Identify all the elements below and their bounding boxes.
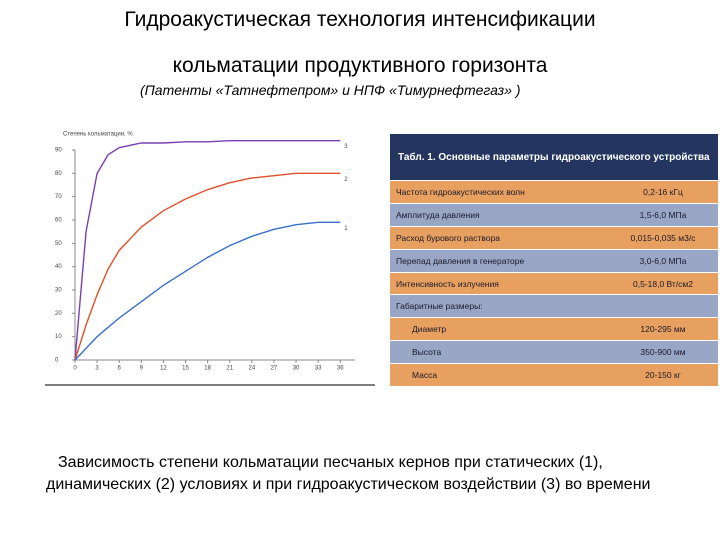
series-line — [74, 172, 341, 361]
table-row: Частота гидроакустических волн 0,2-16 кГц — [390, 180, 718, 203]
x-tick-label: 12 — [160, 366, 167, 372]
y-tick-label: 80 — [55, 171, 62, 177]
title-line: кольматации продуктивного горизонта — [172, 54, 548, 77]
x-tick-label: 6 — [118, 366, 122, 372]
y-tick-label: 20 — [55, 311, 62, 317]
y-tick-label: 60 — [55, 218, 62, 224]
table-row: Расход бурового раствора 0,015-0,035 м3/с — [390, 225, 718, 249]
cell-param: Высота — [412, 347, 442, 358]
table-row: Амплитуда давления 1,5-6,0 МПа — [390, 202, 718, 226]
table-row: Интенсивность излучения 0,5-18,0 Вт/см2 — [390, 271, 718, 295]
x-tick-label: 24 — [248, 366, 255, 372]
table: Табл. 1. Основные параметры гидроакустич… — [390, 134, 718, 387]
x-tick-label: 9 — [140, 366, 144, 372]
x-tick-label: 3 — [95, 366, 99, 372]
series-line — [74, 139, 341, 361]
cell-param: Амплитуда давления — [396, 209, 480, 220]
cell-param: Частота гидроакустических волн — [396, 186, 525, 197]
series-label: 1 — [344, 226, 348, 232]
cell-param: Масса — [412, 370, 438, 381]
x-tick-label: 36 — [337, 366, 344, 372]
x-tick-label: 27 — [271, 366, 278, 372]
x-tick-label: 18 — [204, 366, 211, 372]
x-tick-label: 21 — [226, 366, 233, 372]
y-tick-label: 40 — [55, 264, 62, 270]
title-line: Гидроакустическая технология интенсифика… — [124, 8, 596, 31]
series-label: 2 — [344, 177, 348, 183]
y-tick-label: 50 — [55, 241, 62, 247]
table-title: Табл. 1. Основные параметры гидроакустич… — [390, 134, 718, 180]
table-row: Масса 20-150 кг — [390, 363, 718, 387]
cell-param: Диаметр — [412, 324, 447, 335]
cell-param: Перепад давления в генераторе — [396, 255, 525, 266]
x-tick-label: 33 — [315, 366, 322, 372]
table-row: Диаметр 120-295 мм — [390, 317, 718, 341]
table-row: Габаритные размеры: — [390, 294, 718, 318]
y-axis-label: Степень кольматации, % — [63, 132, 133, 138]
cell-value: 120-295 мм — [640, 324, 686, 335]
y-tick-label: 90 — [55, 148, 62, 154]
subtitle: (Патенты «Татнефтепром» и НПФ «Тимурнефт… — [140, 82, 521, 98]
cell-param: Интенсивность излучения — [396, 278, 499, 289]
y-tick-label: 0 — [55, 358, 59, 364]
cell-value: 1,5-6,0 МПа — [639, 209, 687, 220]
cell-value: 3,0-6,0 МПа — [639, 255, 687, 266]
table-row: Перепад давления в генераторе 3,0-6,0 МПа — [390, 248, 718, 272]
cell-value: 20-150 кг — [645, 370, 681, 381]
y-tick-label: 10 — [55, 334, 62, 340]
table-row: Высота 350-900 мм — [390, 340, 718, 364]
series-line — [74, 221, 341, 361]
cell-value: 0,015-0,035 м3/с — [630, 232, 696, 243]
cell-value: 350-900 мм — [640, 347, 686, 358]
x-tick-label: 30 — [293, 366, 300, 372]
cell-value: 0,2-16 кГц — [643, 186, 683, 197]
cell-param: Расход бурового раствора — [396, 232, 501, 243]
cell-param: Габаритные размеры: — [396, 301, 483, 312]
y-tick-label: 30 — [55, 288, 62, 294]
chart-bg — [45, 128, 375, 386]
cell-value: 0,5-18,0 Вт/см2 — [632, 278, 693, 289]
chart: Степень кольматации, % 01020304050607080… — [45, 128, 375, 386]
series-label: 3 — [344, 144, 348, 150]
caption: Зависимость степени кольматации песчаных… — [46, 454, 651, 493]
x-tick-label: 0 — [73, 366, 77, 372]
y-tick-label: 70 — [55, 194, 62, 200]
x-tick-label: 15 — [182, 366, 189, 372]
